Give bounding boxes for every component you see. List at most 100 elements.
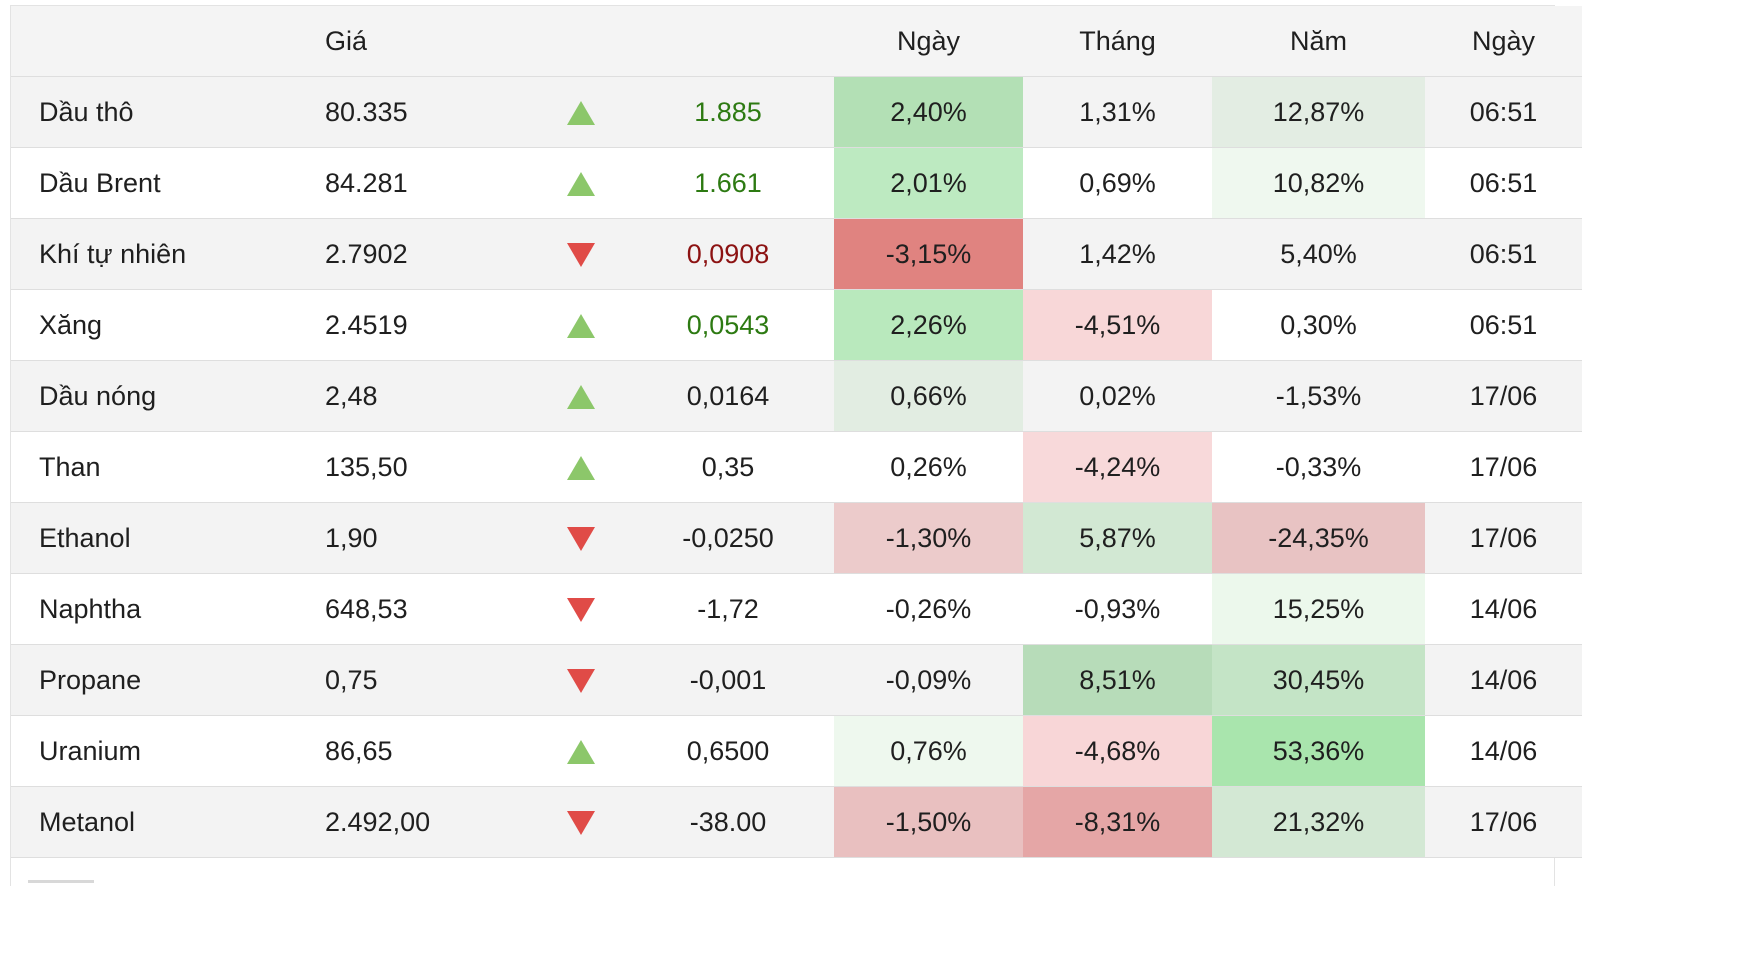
date-cell: 17/06 — [1469, 522, 1538, 553]
triangle-down-icon — [566, 243, 595, 268]
commodity-name[interactable]: Than — [39, 451, 101, 482]
commodity-table-container: Giá Ngày Tháng Năm Ngày Dầu thô 80.335 1.8… — [10, 5, 1582, 886]
price-cell: 84.281 — [325, 167, 408, 198]
date-cell: 06:51 — [1469, 167, 1538, 198]
date-cell: 06:51 — [1469, 238, 1538, 269]
commodity-name[interactable]: Dầu thô — [39, 96, 134, 127]
day-change-cell: 0,26% — [890, 451, 967, 482]
date-cell: 14/06 — [1469, 593, 1538, 624]
month-change-cell: -4,51% — [1023, 289, 1212, 361]
direction-cell — [539, 77, 622, 148]
price-cell: 2.4519 — [325, 309, 408, 340]
change-cell: 0,0164 — [686, 380, 770, 411]
commodity-name[interactable]: Metanol — [39, 806, 136, 837]
triangle-down-icon — [566, 811, 595, 836]
table-row[interactable]: Metanol 2.492,00 -38.00 -1,50% -8,31% 21,32% 1… — [11, 786, 1582, 858]
month-change-cell: 1,31% — [1079, 96, 1156, 127]
change-cell: -0,001 — [689, 664, 767, 695]
table-header-row: Giá Ngày Tháng Năm Ngày — [11, 6, 1582, 77]
table-row[interactable]: Xăng 2.4519 0,0543 2,26% -4,51% 0,30% 06:51 — [11, 289, 1582, 361]
triangle-down-icon — [566, 527, 595, 552]
commodity-name[interactable]: Propane — [39, 664, 142, 695]
date-cell: 14/06 — [1469, 735, 1538, 766]
change-cell: 1.885 — [694, 96, 762, 127]
day-change-cell: -1,30% — [834, 502, 1023, 574]
table-row[interactable]: Dầu Brent 84.281 1.661 2,01% 0,69% 10,82% 06:5… — [11, 147, 1582, 219]
change-cell: 0,6500 — [686, 735, 770, 766]
change-cell: 0,0908 — [686, 238, 770, 269]
table-row[interactable]: Khí tự nhiên 2.7902 0,0908 -3,15% 1,42% 5,40%… — [11, 218, 1582, 290]
price-cell: 2.492,00 — [325, 806, 431, 837]
header-direction — [539, 6, 622, 77]
commodity-name[interactable]: Xăng — [39, 309, 103, 340]
direction-cell — [539, 645, 622, 716]
triangle-up-icon — [566, 385, 595, 410]
commodity-name[interactable]: Ethanol — [39, 522, 131, 553]
price-cell: 648,53 — [325, 593, 408, 624]
day-change-cell: -0,09% — [885, 664, 972, 695]
change-cell: -1,72 — [697, 593, 759, 624]
triangle-up-icon — [566, 314, 595, 339]
header-day[interactable]: Ngày — [834, 6, 1023, 77]
triangle-down-icon — [566, 669, 595, 694]
year-change-cell: 5,40% — [1280, 238, 1357, 269]
header-name — [11, 6, 325, 77]
month-change-cell: -4,24% — [1023, 431, 1212, 503]
commodity-name[interactable]: Uranium — [39, 735, 142, 766]
header-change — [622, 6, 834, 77]
table-row[interactable]: Than 135,50 0,35 0,26% -4,24% -0,33% 17/06 — [11, 431, 1582, 503]
direction-cell — [539, 432, 622, 503]
header-price[interactable]: Giá — [325, 6, 539, 77]
change-cell: -38.00 — [689, 806, 767, 837]
change-cell: 0,35 — [701, 451, 755, 482]
scroll-indicator — [28, 880, 94, 883]
change-cell: 0,0543 — [686, 309, 770, 340]
table-row[interactable]: Dầu thô 80.335 1.885 2,40% 1,31% 12,87% 06:51 — [11, 76, 1582, 148]
year-change-cell: 10,82% — [1212, 147, 1425, 219]
day-change-cell: -3,15% — [834, 218, 1023, 290]
month-change-cell: -8,31% — [1023, 786, 1212, 858]
year-change-cell: 0,30% — [1280, 309, 1357, 340]
table-row[interactable]: Dầu nóng 2,48 0,0164 0,66% 0,02% -1,53% 17/06 — [11, 360, 1582, 432]
year-change-cell: -0,33% — [1275, 451, 1362, 482]
date-cell: 17/06 — [1469, 806, 1538, 837]
direction-cell — [539, 716, 622, 787]
direction-cell — [539, 148, 622, 219]
month-change-cell: 8,51% — [1023, 644, 1212, 716]
year-change-cell: -24,35% — [1212, 502, 1425, 574]
month-change-cell: 5,87% — [1023, 502, 1212, 574]
year-change-cell: 21,32% — [1212, 786, 1425, 858]
year-change-cell: -1,53% — [1275, 380, 1362, 411]
table-row[interactable]: Naphtha 648,53 -1,72 -0,26% -0,93% 15,25% 14/0… — [11, 573, 1582, 645]
change-cell: 1.661 — [694, 167, 762, 198]
direction-cell — [539, 574, 622, 645]
date-cell: 17/06 — [1469, 451, 1538, 482]
date-cell: 06:51 — [1469, 309, 1538, 340]
commodity-name[interactable]: Khí tự nhiên — [39, 238, 187, 269]
day-change-cell: 2,40% — [834, 76, 1023, 148]
date-cell: 06:51 — [1469, 96, 1538, 127]
header-date[interactable]: Ngày — [1425, 6, 1582, 77]
direction-cell — [539, 787, 622, 858]
direction-cell — [539, 219, 622, 290]
triangle-up-icon — [566, 172, 595, 197]
commodity-name[interactable]: Dầu Brent — [39, 167, 161, 198]
month-change-cell: -4,68% — [1023, 715, 1212, 787]
month-change-cell: -0,93% — [1074, 593, 1161, 624]
month-change-cell: 0,69% — [1079, 167, 1156, 198]
header-month[interactable]: Tháng — [1023, 6, 1212, 77]
triangle-up-icon — [566, 740, 595, 765]
triangle-down-icon — [566, 598, 595, 623]
table-row[interactable]: Uranium 86,65 0,6500 0,76% -4,68% 53,36% 14/06 — [11, 715, 1582, 787]
day-change-cell: 0,76% — [834, 715, 1023, 787]
price-cell: 1,90 — [325, 522, 378, 553]
year-change-cell: 15,25% — [1212, 573, 1425, 645]
table-row[interactable]: Propane 0,75 -0,001 -0,09% 8,51% 30,45% 14/06 — [11, 644, 1582, 716]
price-cell: 135,50 — [325, 451, 408, 482]
day-change-cell: 0,66% — [834, 360, 1023, 432]
header-year[interactable]: Năm — [1212, 6, 1425, 77]
year-change-cell: 12,87% — [1212, 76, 1425, 148]
table-row[interactable]: Ethanol 1,90 -0,0250 -1,30% 5,87% -24,35% 17/0… — [11, 502, 1582, 574]
commodity-name[interactable]: Naphtha — [39, 593, 142, 624]
commodity-name[interactable]: Dầu nóng — [39, 380, 157, 411]
